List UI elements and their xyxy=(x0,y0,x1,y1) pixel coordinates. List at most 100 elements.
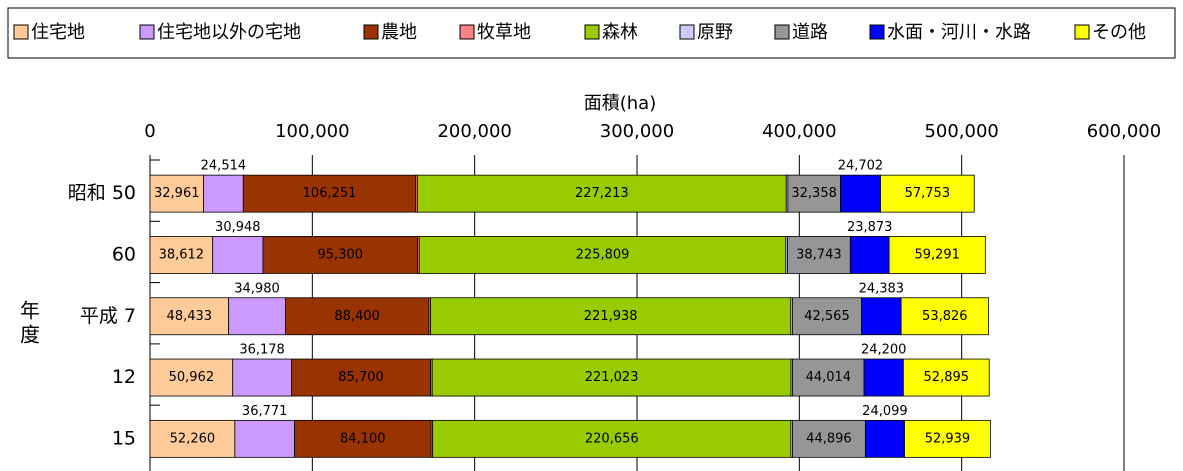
bar-segment xyxy=(849,236,890,274)
data-label: 95,300 xyxy=(318,247,364,262)
data-label: 52,260 xyxy=(170,431,216,446)
y-axis-title: 度 xyxy=(20,323,40,347)
x-tick-label: 300,000 xyxy=(600,121,674,142)
data-label: 52,939 xyxy=(925,431,971,446)
bar-segment xyxy=(904,419,991,458)
bar-segment xyxy=(149,419,236,458)
bar-segment xyxy=(880,174,975,213)
data-label: 48,433 xyxy=(167,309,213,324)
legend-label: 原野 xyxy=(697,22,733,43)
legend-label: 住宅地以外の宅地 xyxy=(157,22,301,43)
bar-segment xyxy=(234,419,295,458)
data-label: 38,743 xyxy=(796,247,842,262)
bar-segment xyxy=(864,419,905,458)
bar-segment xyxy=(787,236,851,274)
legend-swatch xyxy=(679,24,695,40)
data-label: 24,099 xyxy=(862,404,908,419)
bar-segment xyxy=(902,358,990,397)
bar-segment xyxy=(430,297,792,336)
bar-segment xyxy=(861,297,902,336)
bar-segment xyxy=(285,297,430,336)
data-label: 36,771 xyxy=(242,404,288,419)
data-label: 221,938 xyxy=(584,309,638,324)
data-label: 24,514 xyxy=(201,159,247,174)
bar-segment xyxy=(792,358,865,397)
bar-segment xyxy=(787,174,841,213)
bar-segment xyxy=(203,174,244,213)
bar-segment xyxy=(149,358,234,397)
bar-segment xyxy=(792,419,866,458)
legend-swatch xyxy=(1074,24,1090,40)
data-label: 220,656 xyxy=(585,431,639,446)
bar-segment xyxy=(232,358,292,397)
data-label: 59,291 xyxy=(914,247,960,262)
data-label: 24,383 xyxy=(859,281,905,296)
data-label: 227,213 xyxy=(575,186,629,201)
x-tick-label: 200,000 xyxy=(437,121,511,142)
x-tick-label: 500,000 xyxy=(924,121,998,142)
legend-swatch xyxy=(363,24,379,40)
legend-swatch xyxy=(584,24,600,40)
bar-segment xyxy=(417,174,787,213)
data-label: 34,980 xyxy=(234,281,280,296)
legend-swatch xyxy=(869,24,885,40)
data-label: 52,895 xyxy=(924,370,970,385)
legend-label: その他 xyxy=(1092,22,1146,43)
data-label: 36,178 xyxy=(239,343,285,358)
data-label: 30,948 xyxy=(215,220,261,235)
data-label: 88,400 xyxy=(334,309,380,324)
bar-segment xyxy=(888,236,986,274)
legend-swatch xyxy=(774,24,790,40)
y-tick-label: 15 xyxy=(112,427,136,449)
data-label: 38,612 xyxy=(159,247,205,262)
legend-label: 道路 xyxy=(792,22,828,43)
bar-segment xyxy=(294,419,432,458)
legend-label: 牧草地 xyxy=(477,22,531,43)
data-label: 225,809 xyxy=(576,247,630,262)
legend-swatch xyxy=(459,24,475,40)
data-label: 53,826 xyxy=(922,309,968,324)
y-tick-label: 平成 7 xyxy=(80,305,136,327)
bar-segment xyxy=(431,358,792,397)
data-label: 32,358 xyxy=(791,186,837,201)
data-label: 32,961 xyxy=(154,186,200,201)
bar-segment xyxy=(839,174,881,213)
data-label: 42,565 xyxy=(804,309,850,324)
y-tick-label: 12 xyxy=(112,366,136,388)
x-tick-label: 400,000 xyxy=(762,121,836,142)
data-label: 85,700 xyxy=(338,370,384,385)
x-tick-label: 100,000 xyxy=(275,121,349,142)
legend-swatch xyxy=(13,24,29,40)
x-axis-title: 面積(ha) xyxy=(584,93,656,114)
bar-segment xyxy=(228,297,286,336)
bar-segment xyxy=(212,236,264,274)
bar-segment xyxy=(792,297,862,336)
data-label: 24,200 xyxy=(861,343,907,358)
bar-segment xyxy=(291,358,431,397)
data-label: 84,100 xyxy=(340,431,386,446)
legend-label: 森林 xyxy=(602,22,638,43)
y-axis-title: 年 xyxy=(20,299,40,323)
bar-segment xyxy=(432,419,792,458)
bar-segment xyxy=(242,174,417,213)
legend-label: 住宅地 xyxy=(31,22,85,43)
bar-segment xyxy=(262,236,419,274)
data-label: 44,896 xyxy=(806,431,852,446)
bar-segment xyxy=(149,297,230,336)
data-label: 23,873 xyxy=(847,220,893,235)
data-label: 44,014 xyxy=(806,370,852,385)
bar-segment xyxy=(900,297,989,336)
legend-swatch xyxy=(139,24,155,40)
x-tick-label: 0 xyxy=(144,121,155,142)
data-label: 24,702 xyxy=(838,159,884,174)
data-label: 50,962 xyxy=(169,370,215,385)
data-label: 106,251 xyxy=(303,186,357,201)
legend-label: 農地 xyxy=(381,22,417,43)
x-tick-label: 600,000 xyxy=(1087,121,1161,142)
data-label: 57,753 xyxy=(905,186,951,201)
bar-segment xyxy=(149,174,204,213)
y-tick-label: 60 xyxy=(112,243,136,265)
y-tick-label: 昭和 50 xyxy=(68,182,136,204)
bar-segment xyxy=(863,358,904,397)
data-label: 221,023 xyxy=(585,370,639,385)
